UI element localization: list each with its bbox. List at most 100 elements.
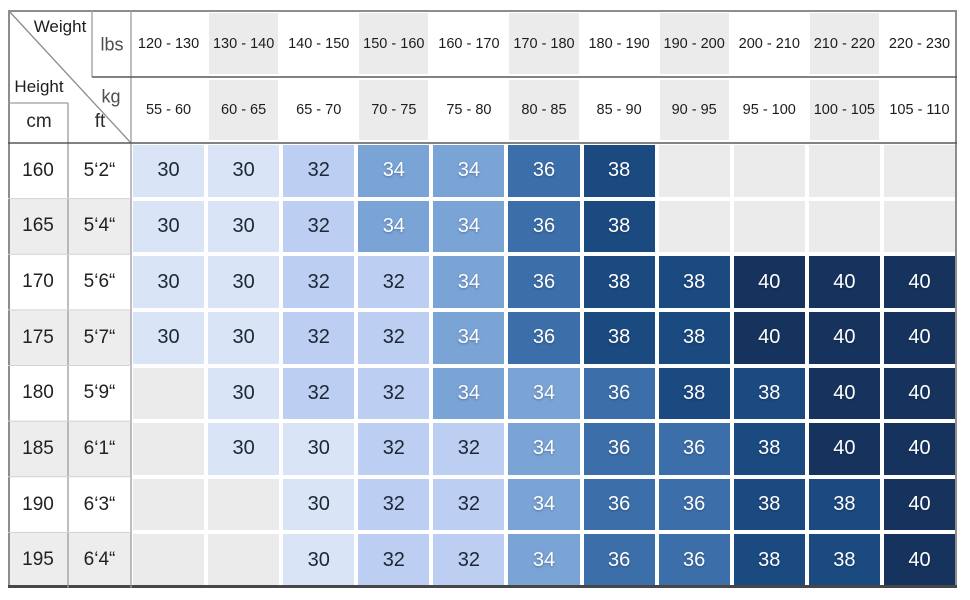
size-cell: 30 xyxy=(131,309,207,366)
size-cell: 34 xyxy=(431,254,507,310)
kg-unit-label: kg xyxy=(101,86,121,107)
cm-unit-label: cm xyxy=(26,111,52,132)
kg-range-header: 60 - 65 xyxy=(206,77,282,143)
size-cell: 36 xyxy=(656,421,732,477)
size-cell-empty xyxy=(206,532,282,588)
size-cell: 30 xyxy=(131,198,207,255)
height-axis-label: Height xyxy=(14,77,64,96)
lbs-range-header: 160 - 170 xyxy=(438,35,500,52)
size-cell-empty xyxy=(731,198,807,255)
size-cell: 40 xyxy=(731,309,807,366)
size-cell: 34 xyxy=(506,532,582,588)
size-cell: 40 xyxy=(881,309,957,366)
height-cm-cell: 190 xyxy=(8,476,68,533)
size-cell: 32 xyxy=(281,143,357,199)
kg-range-header: 90 - 95 xyxy=(656,77,732,143)
ft-unit-label: ft xyxy=(94,111,106,132)
size-cell: 34 xyxy=(506,365,582,422)
size-cell-empty xyxy=(131,532,207,588)
lbs-range-header: 170 - 180 xyxy=(506,10,582,77)
kg-range-header: 100 - 105 xyxy=(806,77,882,143)
size-cell-empty xyxy=(656,143,732,199)
size-cell: 38 xyxy=(656,309,732,366)
size-cell: 36 xyxy=(581,421,657,477)
size-cell: 30 xyxy=(281,421,357,477)
size-cell-empty xyxy=(131,476,207,533)
size-cell-empty xyxy=(206,476,282,533)
size-cell: 32 xyxy=(281,365,357,422)
weight-axis-label: Weight xyxy=(33,17,87,36)
size-cell: 32 xyxy=(356,309,432,366)
size-cell: 34 xyxy=(356,198,432,255)
height-ft-cell: 5‘4“ xyxy=(68,198,131,255)
height-cm-cell: 170 xyxy=(8,254,68,310)
size-cell: 34 xyxy=(506,476,582,533)
size-cell: 38 xyxy=(656,254,732,310)
size-cell: 32 xyxy=(281,254,357,310)
size-cell: 30 xyxy=(206,254,282,310)
height-ft-cell: 5‘7“ xyxy=(68,309,131,366)
height-cm-cell: 165 xyxy=(8,198,68,255)
size-cell-empty xyxy=(806,143,882,199)
size-cell: 36 xyxy=(506,254,582,310)
size-cell: 38 xyxy=(581,143,657,199)
size-cell: 32 xyxy=(431,532,507,588)
height-cm-cell: 185 xyxy=(8,421,68,477)
size-cell: 40 xyxy=(806,309,882,366)
size-cell: 36 xyxy=(506,309,582,366)
size-cell: 34 xyxy=(431,143,507,199)
lbs-range-header: 220 - 230 xyxy=(888,35,951,52)
kg-range-header: 85 - 90 xyxy=(596,102,642,118)
kg-range-header: 70 - 75 xyxy=(356,77,432,143)
kg-range-header: 75 - 80 xyxy=(446,102,492,118)
size-cell: 40 xyxy=(881,476,957,533)
lbs-unit-label: lbs xyxy=(100,34,124,55)
kg-range-header: 80 - 85 xyxy=(506,77,582,143)
height-ft-cell: 6‘4“ xyxy=(68,532,131,588)
size-cell: 38 xyxy=(731,532,807,588)
size-cell: 40 xyxy=(881,421,957,477)
size-cell: 34 xyxy=(356,143,432,199)
size-cell: 36 xyxy=(656,476,732,533)
size-cell: 32 xyxy=(356,476,432,533)
size-cell: 40 xyxy=(806,254,882,310)
kg-range-header: 55 - 60 xyxy=(145,102,192,118)
size-cell-empty xyxy=(131,421,207,477)
size-cell: 34 xyxy=(431,309,507,366)
size-cell: 36 xyxy=(656,532,732,588)
kg-range-header: 105 - 110 xyxy=(889,102,950,118)
size-cell: 36 xyxy=(581,476,657,533)
lbs-range-header: 190 - 200 xyxy=(656,10,732,77)
size-cell: 38 xyxy=(731,476,807,533)
size-cell: 30 xyxy=(281,476,357,533)
size-cell: 34 xyxy=(431,365,507,422)
lbs-range-header: 130 - 140 xyxy=(206,10,282,77)
size-cell: 32 xyxy=(431,421,507,477)
lbs-range-header: 180 - 190 xyxy=(588,35,650,52)
size-cell-empty xyxy=(806,198,882,255)
height-cm-cell: 175 xyxy=(8,309,68,366)
height-cm-cell: 180 xyxy=(8,365,68,422)
size-cell: 40 xyxy=(806,365,882,422)
height-cm-cell: 195 xyxy=(8,532,68,588)
size-cell-empty xyxy=(881,198,957,255)
size-cell: 34 xyxy=(431,198,507,255)
size-cell: 40 xyxy=(731,254,807,310)
size-cell: 38 xyxy=(731,365,807,422)
size-cell: 30 xyxy=(131,254,207,310)
size-cell: 30 xyxy=(206,143,282,199)
size-cell-empty xyxy=(131,365,207,422)
size-cell: 40 xyxy=(881,532,957,588)
kg-range-header: 65 - 70 xyxy=(296,102,342,118)
size-cell: 36 xyxy=(506,143,582,199)
lbs-range-header: 150 - 160 xyxy=(356,10,432,77)
size-cell: 30 xyxy=(281,532,357,588)
size-cell: 32 xyxy=(281,309,357,366)
size-cell: 32 xyxy=(281,198,357,255)
size-cell: 38 xyxy=(806,532,882,588)
size-cell: 38 xyxy=(581,198,657,255)
size-cell: 32 xyxy=(356,421,432,477)
size-cell: 38 xyxy=(731,421,807,477)
size-cell-empty xyxy=(656,198,732,255)
size-cell: 40 xyxy=(806,421,882,477)
